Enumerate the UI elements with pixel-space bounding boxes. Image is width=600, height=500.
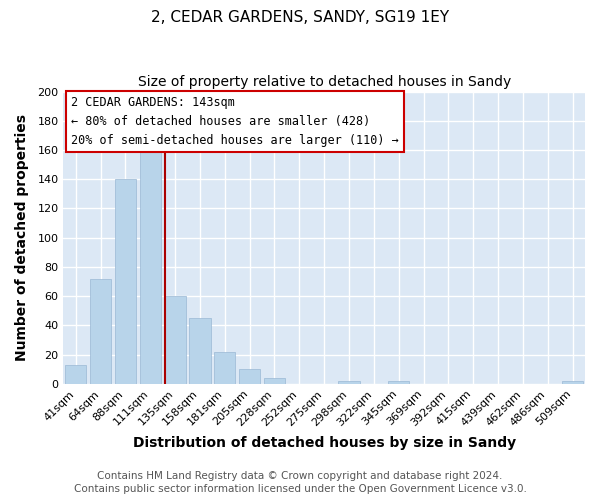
Bar xyxy=(190,318,211,384)
Y-axis label: Number of detached properties: Number of detached properties xyxy=(15,114,29,361)
Text: Contains HM Land Registry data © Crown copyright and database right 2024.: Contains HM Land Registry data © Crown c… xyxy=(97,471,503,481)
Bar xyxy=(115,179,136,384)
Text: Contains public sector information licensed under the Open Government Licence v3: Contains public sector information licen… xyxy=(74,484,526,494)
Bar xyxy=(164,296,185,384)
X-axis label: Distribution of detached houses by size in Sandy: Distribution of detached houses by size … xyxy=(133,436,516,450)
Bar xyxy=(338,381,359,384)
Bar xyxy=(264,378,285,384)
Text: 2, CEDAR GARDENS, SANDY, SG19 1EY: 2, CEDAR GARDENS, SANDY, SG19 1EY xyxy=(151,10,449,25)
Bar xyxy=(90,278,111,384)
Bar xyxy=(140,142,161,384)
Title: Size of property relative to detached houses in Sandy: Size of property relative to detached ho… xyxy=(137,75,511,89)
Bar xyxy=(388,381,409,384)
Bar xyxy=(214,352,235,384)
Text: 2 CEDAR GARDENS: 143sqm
← 80% of detached houses are smaller (428)
20% of semi-d: 2 CEDAR GARDENS: 143sqm ← 80% of detache… xyxy=(71,96,399,147)
Bar xyxy=(562,381,583,384)
Bar xyxy=(239,369,260,384)
Bar xyxy=(65,365,86,384)
